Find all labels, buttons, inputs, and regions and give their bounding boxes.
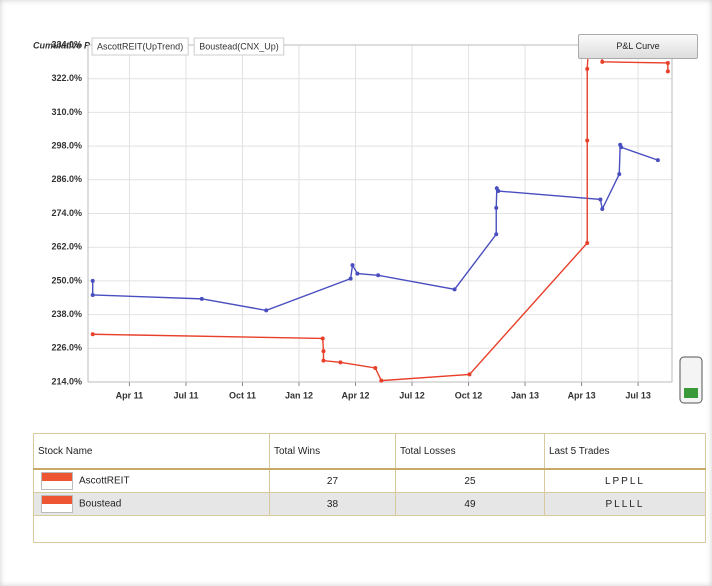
point bbox=[598, 197, 603, 202]
point bbox=[373, 365, 378, 370]
x-tick-label: Jul 13 bbox=[625, 390, 651, 400]
point bbox=[90, 332, 95, 337]
legend-box bbox=[193, 37, 285, 56]
header-cell: Last 5 Trades bbox=[543, 433, 707, 470]
x-tick-label: Apr 12 bbox=[342, 390, 370, 400]
point bbox=[452, 287, 457, 292]
y-tick-label: 310.0% bbox=[51, 107, 82, 117]
point bbox=[376, 273, 381, 278]
flag bbox=[41, 472, 73, 490]
y-tick-label: 262.0% bbox=[51, 242, 82, 252]
point bbox=[338, 360, 343, 365]
point bbox=[619, 145, 624, 150]
point bbox=[90, 278, 95, 283]
legend-box bbox=[91, 37, 189, 56]
cell: PLLLL bbox=[543, 492, 707, 516]
y-tick-label: 250.0% bbox=[51, 275, 82, 285]
point bbox=[585, 240, 590, 245]
chart: Cumulative P & L Curve 214.0% 226.0% 238.0… bbox=[33, 37, 703, 404]
cell: AscottREIT bbox=[33, 468, 270, 493]
y-tick-label: 214.0% bbox=[51, 376, 82, 386]
y-tick-label: 334.0% bbox=[51, 39, 82, 49]
y-tick-label: 286.0% bbox=[51, 174, 82, 184]
x-tick-label: Apr 11 bbox=[116, 390, 144, 400]
header-cell: Total Losses bbox=[395, 433, 545, 470]
point bbox=[585, 66, 590, 71]
point bbox=[264, 308, 269, 313]
x-tick-label: Jul 12 bbox=[399, 390, 425, 400]
cell: 27 bbox=[268, 468, 397, 493]
point bbox=[379, 378, 384, 383]
point bbox=[585, 138, 590, 143]
stock-name: Boustead bbox=[79, 498, 122, 510]
x-tick-label: Oct 12 bbox=[455, 390, 483, 400]
point bbox=[321, 349, 326, 354]
y-tick-label: 238.0% bbox=[51, 309, 82, 319]
y-tick-label: 298.0% bbox=[51, 140, 82, 150]
pl-curve-button[interactable]: P&L Curve bbox=[578, 34, 698, 59]
cell: 49 bbox=[395, 492, 545, 516]
legend-label: AscottREIT(UpTrend) bbox=[97, 41, 183, 51]
y-tick-label: 274.0% bbox=[51, 208, 82, 218]
header-cell: Stock Name bbox=[33, 433, 270, 470]
point bbox=[494, 232, 499, 237]
point bbox=[199, 296, 204, 301]
point bbox=[320, 336, 325, 341]
point bbox=[665, 69, 670, 74]
x-tick-label: Jan 12 bbox=[285, 390, 313, 400]
point bbox=[350, 263, 355, 268]
y-tick-label: 322.0% bbox=[51, 73, 82, 83]
point bbox=[90, 292, 95, 297]
point bbox=[655, 158, 660, 163]
x-tick-label: Jul 11 bbox=[173, 390, 198, 400]
chart-title: Cumulative P & L Curve bbox=[33, 40, 135, 50]
point bbox=[600, 59, 605, 64]
stock-name: AscottREIT bbox=[79, 475, 130, 487]
series-line bbox=[92, 144, 659, 312]
header-cell: Total Wins bbox=[268, 433, 397, 470]
flag bbox=[41, 495, 73, 513]
empty-row bbox=[33, 515, 706, 543]
y-tick-label: 226.0% bbox=[51, 343, 82, 353]
cell: 38 bbox=[268, 492, 397, 516]
point bbox=[600, 207, 605, 212]
side-icon-inner bbox=[684, 388, 698, 398]
x-tick-label: Oct 11 bbox=[229, 390, 256, 400]
point bbox=[665, 60, 670, 65]
point bbox=[355, 271, 360, 276]
point bbox=[496, 189, 501, 194]
cell: Boustead bbox=[33, 492, 270, 516]
point bbox=[617, 172, 622, 177]
cell: 25 bbox=[395, 468, 545, 493]
point bbox=[494, 205, 499, 210]
stock-table: Stock Name Total Wins Total Losses Last … bbox=[33, 433, 707, 543]
x-tick-label: Jan 13 bbox=[511, 390, 539, 400]
point bbox=[348, 276, 353, 281]
legend-label: Boustead(CNX_Up) bbox=[199, 41, 279, 51]
x-tick-label: Apr 13 bbox=[568, 390, 596, 400]
point bbox=[321, 358, 326, 363]
cell: LPPLL bbox=[543, 468, 707, 493]
point bbox=[467, 372, 472, 377]
